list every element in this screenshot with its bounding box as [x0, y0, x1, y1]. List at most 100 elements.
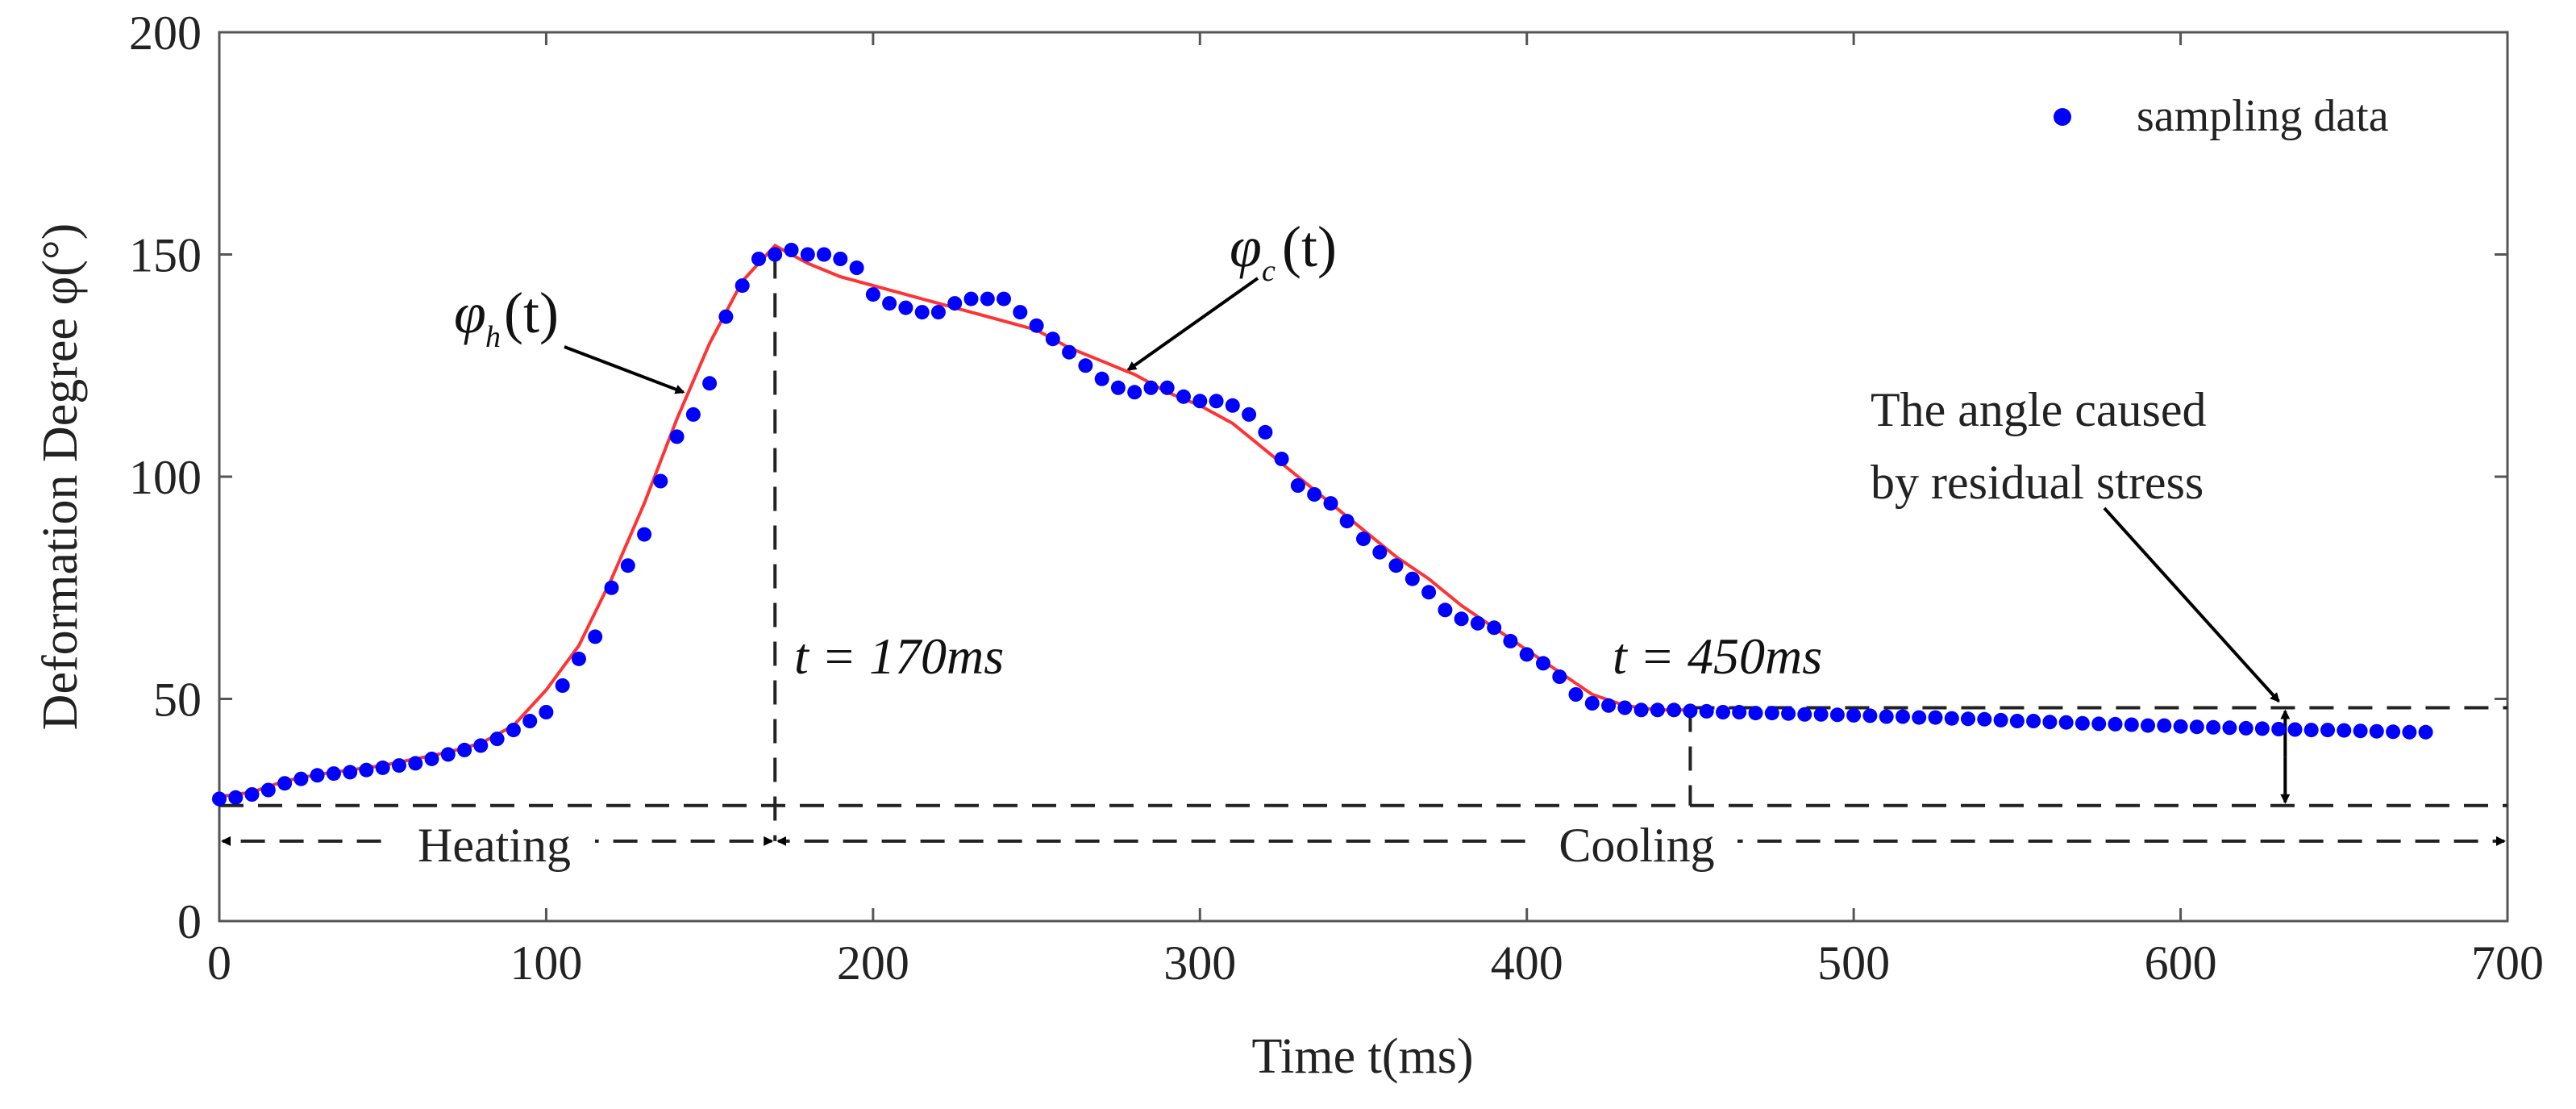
- svg-text:φ: φ: [454, 281, 486, 345]
- data-point: [2238, 720, 2253, 736]
- phi-c-label: φ c (t): [1230, 215, 1337, 288]
- x-tick-label: 100: [510, 936, 582, 990]
- data-point: [473, 738, 489, 753]
- axis-ticks: 0 100 200 300 400 500 600 700 0 50 100 150 200: [129, 6, 2544, 990]
- guide-lines: [219, 254, 2507, 846]
- data-point: [1487, 620, 1502, 636]
- data-point: [392, 758, 406, 773]
- data-point: [424, 751, 439, 766]
- data-point: [1912, 710, 1927, 725]
- data-point: [1176, 389, 1191, 404]
- x-tick-label: 700: [2471, 936, 2544, 990]
- x-tick-label: 500: [1817, 936, 1890, 990]
- sampling-points: [212, 243, 2433, 807]
- data-point: [1879, 709, 1894, 724]
- data-point: [2108, 716, 2123, 732]
- data-point: [1013, 305, 1028, 320]
- data-point: [1699, 703, 1714, 719]
- legend-marker: [2054, 108, 2071, 126]
- data-point: [1388, 558, 1404, 573]
- data-point: [572, 651, 586, 666]
- data-point: [963, 291, 979, 306]
- data-point: [1470, 615, 1485, 631]
- data-point: [2287, 722, 2303, 737]
- data-point: [1339, 514, 1355, 529]
- data-point: [865, 287, 880, 302]
- data-point: [2141, 718, 2155, 733]
- data-point: [2058, 715, 2074, 730]
- data-point: [1094, 371, 1109, 386]
- data-point: [1862, 708, 1878, 723]
- data-point: [1078, 358, 1093, 373]
- data-point: [2418, 724, 2433, 740]
- x-tick-label: 600: [2145, 936, 2217, 990]
- data-point: [2386, 724, 2401, 740]
- legend-label: sampling data: [2137, 91, 2389, 141]
- data-point: [1372, 544, 1388, 560]
- data-point: [1781, 706, 1796, 721]
- data-point: [1307, 487, 1322, 502]
- data-point: [310, 768, 325, 783]
- data-point: [212, 791, 227, 807]
- data-point: [1192, 394, 1208, 409]
- data-point: [849, 261, 864, 275]
- svg-text:h: h: [485, 320, 501, 354]
- data-point: [1944, 711, 1959, 726]
- data-point: [359, 762, 374, 778]
- data-point: [408, 756, 423, 771]
- data-point: [1290, 478, 1305, 493]
- data-point: [1797, 707, 1812, 722]
- fit-curve-line: [218, 243, 1691, 798]
- data-point: [1552, 669, 1567, 684]
- data-point: [260, 782, 276, 798]
- data-point: [2254, 721, 2270, 736]
- data-point: [1977, 711, 1992, 727]
- data-point: [768, 247, 783, 262]
- data-point: [1716, 705, 1730, 719]
- data-point: [2026, 714, 2041, 728]
- data-point: [1045, 331, 1060, 347]
- heating-label: Heating: [418, 819, 571, 872]
- y-axis-title: Deformation Degree φ(°): [33, 223, 88, 731]
- data-point: [506, 723, 521, 738]
- cooling-label: Cooling: [1559, 819, 1714, 872]
- legend: sampling data: [2054, 91, 2389, 141]
- data-point: [718, 309, 734, 324]
- data-point: [1846, 707, 1862, 723]
- data-point: [1225, 398, 1240, 413]
- data-point: [620, 558, 635, 573]
- data-point: [277, 776, 293, 791]
- data-point: [1536, 656, 1550, 671]
- data-point: [653, 473, 668, 489]
- data-point: [784, 243, 799, 257]
- data-point: [604, 580, 619, 595]
- data-point: [1896, 709, 1910, 724]
- data-point: [588, 629, 603, 644]
- data-point: [1584, 696, 1600, 711]
- data-point: [1029, 318, 1044, 333]
- data-point: [2189, 719, 2204, 735]
- data-point: [1143, 380, 1159, 395]
- data-point: [702, 376, 718, 391]
- data-point: [997, 291, 1011, 306]
- cooling-label-bg: [1536, 815, 1737, 875]
- data-point: [539, 705, 554, 719]
- data-point: [980, 291, 995, 306]
- data-point: [800, 247, 815, 262]
- data-point: [2009, 714, 2025, 728]
- data-point: [326, 766, 341, 782]
- data-point: [669, 429, 685, 444]
- svg-text:φ: φ: [1230, 215, 1262, 279]
- data-point: [735, 278, 750, 294]
- data-point: [2222, 720, 2237, 736]
- residual-note-line1: The angle caused: [1871, 383, 2206, 436]
- phi-c-pointer: [1126, 277, 1259, 372]
- data-point: [898, 300, 913, 315]
- data-point: [1928, 710, 1943, 725]
- data-point: [1274, 452, 1289, 466]
- data-point: [2337, 723, 2352, 738]
- data-point: [1356, 532, 1371, 547]
- y-tick-label: 150: [129, 229, 202, 282]
- phi-h-pointer: [564, 345, 685, 394]
